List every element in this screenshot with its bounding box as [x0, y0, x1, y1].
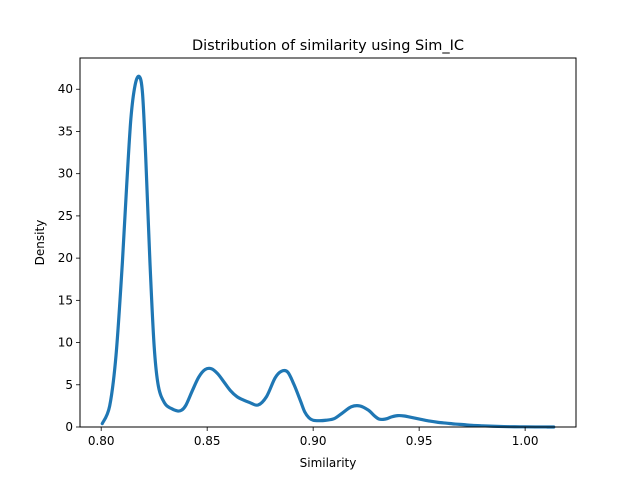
- y-tick-label: 20: [58, 251, 73, 265]
- x-tick-label: 1.00: [512, 434, 539, 448]
- x-axis: 0.80 0.85 0.90 0.95 1.00: [88, 427, 539, 448]
- density-curve: [100, 74, 556, 429]
- y-tick-label: 0: [65, 420, 73, 434]
- y-tick-label: 10: [58, 336, 73, 350]
- y-tick-label: 35: [58, 124, 73, 138]
- x-tick-label: 0.80: [88, 434, 115, 448]
- y-tick-label: 5: [65, 378, 73, 392]
- x-tick-label: 0.85: [194, 434, 221, 448]
- chart-title: Distribution of similarity using Sim_IC: [192, 38, 464, 54]
- axes-frame: [79, 57, 577, 428]
- y-axis: 0 5 10 15 20 25 30 35 40: [58, 82, 80, 434]
- y-axis-label: Density: [33, 220, 47, 266]
- y-tick-label: 40: [58, 82, 73, 96]
- y-tick-label: 25: [58, 209, 73, 223]
- y-tick-label: 15: [58, 293, 73, 307]
- y-tick-label: 30: [58, 167, 73, 181]
- x-axis-label: Similarity: [300, 456, 357, 470]
- plot-area: [100, 74, 556, 429]
- x-tick-label: 0.90: [300, 434, 327, 448]
- x-tick-label: 0.95: [406, 434, 433, 448]
